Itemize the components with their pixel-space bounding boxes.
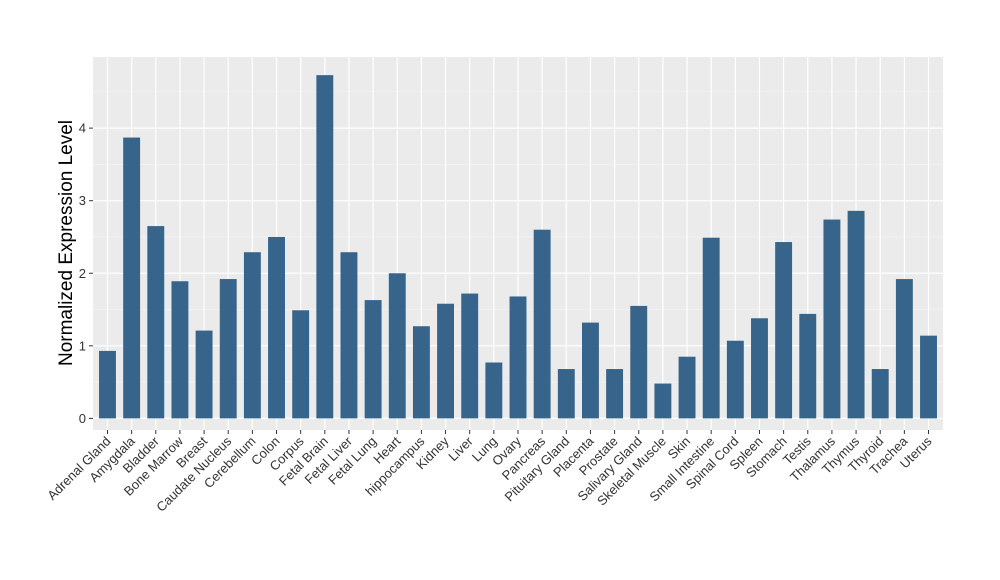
bar (847, 210, 865, 419)
bar (340, 252, 358, 419)
bar (461, 293, 479, 419)
bar (195, 330, 213, 419)
bar (388, 273, 406, 419)
bar (147, 226, 165, 419)
bar (219, 279, 237, 419)
bar (581, 322, 599, 419)
bar (123, 137, 141, 419)
y-tick-label: 0 (79, 411, 86, 426)
bar (775, 242, 793, 419)
bar (895, 279, 913, 419)
bar (630, 305, 648, 419)
bar (316, 75, 334, 419)
bar (557, 369, 575, 419)
y-axis-title: Normalized Expression Level (56, 120, 77, 366)
bar (799, 313, 817, 419)
bar (243, 252, 261, 419)
bar (702, 237, 720, 419)
bar (751, 318, 768, 419)
bar (268, 236, 285, 419)
bar (437, 303, 455, 419)
bar (823, 219, 841, 419)
bar (485, 362, 503, 419)
bars (99, 75, 937, 419)
bar (871, 369, 889, 419)
bar (99, 350, 116, 419)
y-axis: 0 1 2 3 4 (79, 121, 93, 426)
y-tick-label: 2 (79, 266, 86, 281)
bar (509, 296, 527, 419)
bar (726, 340, 744, 419)
bar (654, 383, 672, 419)
bar (292, 310, 310, 419)
bar (364, 300, 382, 419)
y-tick-label: 4 (79, 121, 86, 136)
bar (171, 281, 189, 419)
y-tick-label: 1 (79, 338, 86, 353)
bar (533, 229, 551, 419)
bar (678, 356, 696, 419)
x-tick-label: Liver (445, 433, 476, 464)
y-tick-label: 3 (79, 193, 86, 208)
bar (920, 335, 937, 419)
bar (606, 369, 624, 419)
bar (412, 326, 430, 419)
